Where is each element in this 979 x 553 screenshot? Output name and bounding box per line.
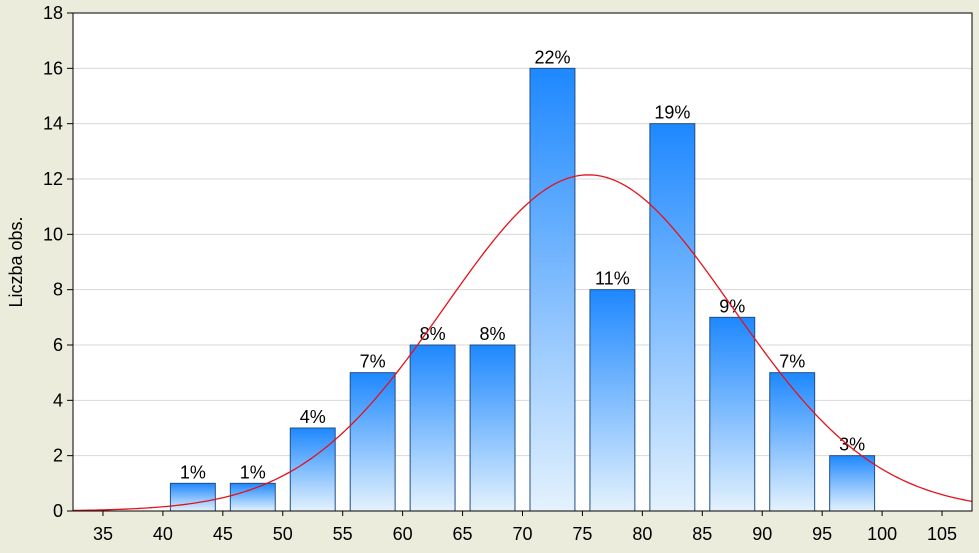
normal-curve — [72, 174, 973, 512]
y-tick-label: 8 — [53, 280, 63, 300]
x-tick-label: 40 — [153, 524, 173, 544]
histogram-bar — [649, 123, 696, 512]
histogram-bar — [529, 67, 576, 512]
x-tick-label: 100 — [867, 524, 897, 544]
x-tick-label: 35 — [93, 524, 113, 544]
x-tick-label: 105 — [927, 524, 957, 544]
y-tick-label: 0 — [53, 501, 63, 521]
x-tick-label: 75 — [572, 524, 592, 544]
histogram-bar — [229, 482, 276, 512]
histogram-bar — [169, 482, 216, 512]
bar-percent-label: 8% — [480, 324, 506, 344]
grid-lines — [73, 67, 972, 457]
x-tick-label: 70 — [512, 524, 532, 544]
x-tick-label: 60 — [393, 524, 413, 544]
histogram-bar — [289, 427, 336, 512]
y-tick-label: 14 — [43, 114, 63, 134]
y-axis: 0 2 4 6 8 10 12 14 16 18 — [43, 3, 73, 521]
histogram-bar — [709, 316, 756, 512]
y-tick-label: 18 — [43, 3, 63, 23]
bar-percent-label: 8% — [420, 324, 446, 344]
histogram-bar — [349, 372, 396, 512]
x-tick-label: 90 — [752, 524, 772, 544]
y-tick-label: 12 — [43, 169, 63, 189]
y-tick-label: 4 — [53, 390, 63, 410]
bar-percent-label: 1% — [180, 462, 206, 482]
x-tick-label: 65 — [453, 524, 473, 544]
histogram-bar — [469, 344, 516, 512]
y-tick-label: 6 — [53, 335, 63, 355]
histogram-bar — [829, 455, 876, 512]
bar-percent-label: 3% — [839, 435, 865, 455]
x-tick-label: 45 — [213, 524, 233, 544]
y-tick-label: 10 — [43, 224, 63, 244]
x-tick-label: 50 — [273, 524, 293, 544]
bar-percent-label: 19% — [654, 103, 690, 123]
histogram-bar — [409, 344, 456, 512]
y-axis-title: Liczba obs. — [6, 216, 26, 307]
x-tick-label: 80 — [632, 524, 652, 544]
bar-percent-label: 7% — [779, 352, 805, 372]
data-labels: 1% 1%4%7%8% 8%22%11%19%9%7%3% — [180, 47, 865, 482]
x-tick-label: 85 — [692, 524, 712, 544]
histogram-bar — [769, 372, 816, 512]
histogram-bar — [589, 289, 636, 512]
y-tick-label: 2 — [53, 446, 63, 466]
x-tick-label: 95 — [812, 524, 832, 544]
bar-percent-label: 22% — [534, 47, 570, 67]
bar-percent-label: 11% — [595, 269, 630, 289]
bar-percent-label: 7% — [360, 352, 386, 372]
bars — [169, 67, 876, 512]
bar-percent-label: 1% — [240, 462, 266, 482]
bar-percent-label: 4% — [300, 407, 326, 427]
plot-area — [73, 13, 972, 511]
x-axis: 35 40 45 50 55 60 65 70 75 80 85 90 95 100 105 — [93, 511, 957, 544]
x-tick-label: 55 — [333, 524, 353, 544]
y-tick-label: 16 — [43, 58, 63, 78]
